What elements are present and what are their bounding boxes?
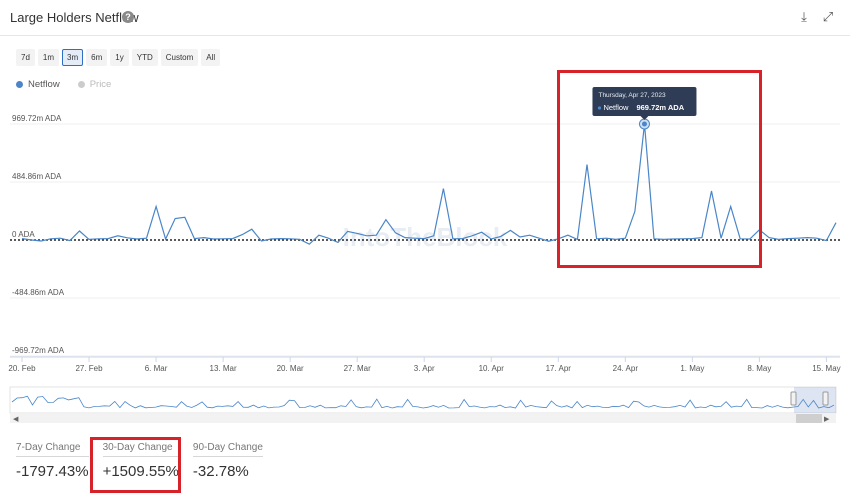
tooltip-series-name: Netflow <box>603 103 629 112</box>
range-button-6m[interactable]: 6m <box>86 49 108 66</box>
range-button-7d[interactable]: 7d <box>16 49 35 66</box>
y-tick-label: 0 ADA <box>12 230 35 239</box>
widget-header: Large Holders Netflow ? ⤓ ⤢ <box>0 0 850 36</box>
netflow-series-line <box>21 123 837 245</box>
navigator-mini-series <box>11 395 835 409</box>
legend-dot-icon <box>77 81 85 88</box>
x-tick-label: 3. Apr <box>414 364 435 373</box>
range-button-all[interactable]: All <box>201 49 221 66</box>
widget-title: Large Holders Netflow <box>10 10 139 25</box>
x-tick-label: 15. May <box>812 364 840 373</box>
legend-item-netflow[interactable]: Netflow <box>16 79 60 90</box>
chart-legend: Netflow Price <box>16 79 111 90</box>
stat-value: -1797.43% <box>16 463 89 480</box>
range-button-3m[interactable]: 3m <box>62 49 84 66</box>
legend-item-price[interactable]: Price <box>77 79 112 90</box>
highlight-box-peak <box>557 70 762 268</box>
watermark-text: IntoTheBlock <box>343 222 508 252</box>
navigator-selection <box>794 387 836 413</box>
x-tick-label: 27. Mar <box>344 364 371 373</box>
navigator-handle-left <box>790 391 797 406</box>
x-tick-label: 20. Feb <box>8 364 36 373</box>
navigator-line <box>11 395 835 409</box>
stat-label: 7-Day Change <box>16 442 89 457</box>
range-button-1y[interactable]: 1y <box>110 49 129 66</box>
tooltip-pointer <box>640 116 649 120</box>
help-circle-icon[interactable]: ? <box>122 11 134 23</box>
stat-value: +1509.55% <box>102 463 179 480</box>
stat-7-day-change[interactable]: 7-Day Change -1797.43% <box>14 440 91 480</box>
stat-label: 90-Day Change <box>192 442 263 457</box>
tooltip-box <box>592 87 697 116</box>
scroll-right-arrow-icon: ▶ <box>824 416 830 423</box>
x-tick-label: 8. May <box>747 364 771 373</box>
y-tick-label: 969.72m ADA <box>12 114 62 123</box>
navigator-frame <box>9 386 837 414</box>
range-button-ytd[interactable]: YTD <box>131 49 158 66</box>
y-tick-label: -969.72m ADA <box>12 346 65 355</box>
x-tick-label: 20. Mar <box>277 364 304 373</box>
x-tick-label: 13. Mar <box>210 364 237 373</box>
legend-label: Netflow <box>28 79 60 90</box>
stat-30-day-change[interactable]: 30-Day Change +1509.55% <box>101 440 181 480</box>
stat-label: 30-Day Change <box>102 442 179 457</box>
tooltip-date: Thursday, Apr 27, 2023 <box>598 92 665 99</box>
x-tick-label: 27. Feb <box>75 364 103 373</box>
highlight-box-30-day <box>90 437 181 493</box>
x-tick-label: 24. Apr <box>613 364 639 373</box>
stat-90-day-change[interactable]: 90-Day Change -32.78% <box>191 440 265 480</box>
expand-icon[interactable]: ⤢ <box>822 9 834 24</box>
y-tick-label: -484.86m ADA <box>12 288 65 297</box>
legend-label: Price <box>89 79 112 90</box>
download-icon[interactable]: ⤓ <box>801 9 807 24</box>
range-button-custom[interactable]: Custom <box>160 49 199 66</box>
x-tick-label: 17. Apr <box>546 364 572 373</box>
scroll-left-arrow-icon: ◀ <box>13 416 19 423</box>
x-tick-label: 6. Mar <box>145 364 168 373</box>
stat-value: -32.78% <box>192 463 249 480</box>
change-stats: 7-Day Change -1797.43% 30-Day Change +1509.… <box>14 440 265 480</box>
navigator-handle-right <box>822 391 829 406</box>
tooltip-series-dot <box>597 106 602 110</box>
peak-marker-dot <box>641 121 647 127</box>
netflow-chart: 969.72m ADA 484.86m ADA 0 ADA -484.86m ADA -… <box>8 87 841 423</box>
x-tick-label: 10. Apr <box>479 364 505 373</box>
tooltip-value: 969.72m ADA <box>636 103 684 112</box>
range-selector: 7d 1m 3m 6m 1y YTD Custom All <box>16 49 221 66</box>
legend-dot-icon <box>16 81 23 88</box>
x-tick-label: 1. May <box>680 364 704 373</box>
range-button-1m[interactable]: 1m <box>37 49 60 66</box>
y-tick-label: 484.86m ADA <box>12 172 62 181</box>
navigator-scrollbar-thumb <box>796 414 822 423</box>
navigator-scrollbar-track <box>10 414 836 423</box>
